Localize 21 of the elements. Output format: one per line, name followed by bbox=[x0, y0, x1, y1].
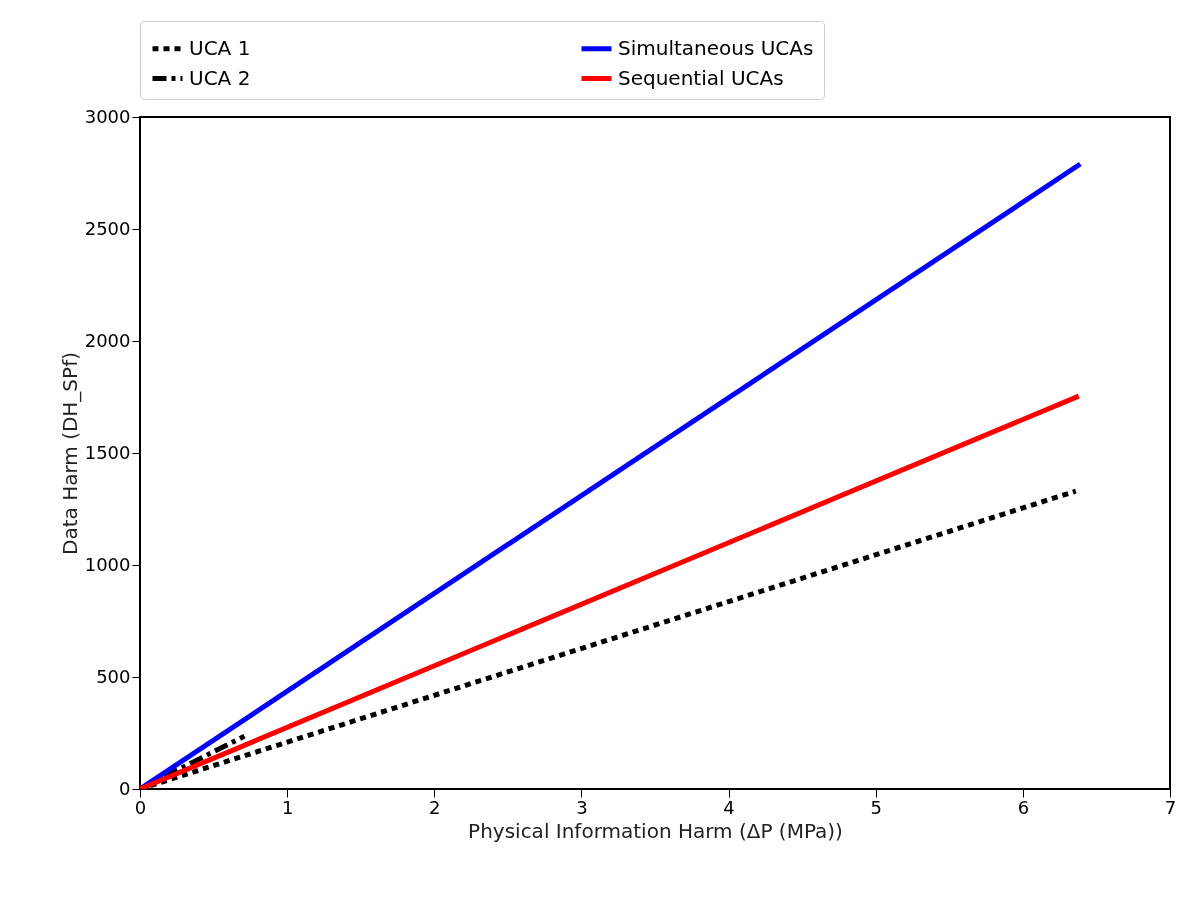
y-tick-label: 2000 bbox=[84, 329, 131, 351]
y-tick-label: 3000 bbox=[84, 105, 131, 127]
y-tick-label: 1000 bbox=[84, 553, 131, 575]
y-tick-label: 2500 bbox=[84, 217, 131, 239]
legend-label: Simultaneous UCAs bbox=[618, 35, 814, 60]
x-tick-label: 6 bbox=[1017, 796, 1030, 818]
x-tick-label: 5 bbox=[870, 796, 882, 818]
x-tick-label: 0 bbox=[134, 796, 147, 818]
legend-label: UCA 1 bbox=[189, 35, 251, 60]
legend-label: UCA 2 bbox=[189, 65, 251, 90]
y-tick-label: 0 bbox=[119, 777, 131, 799]
x-tick-label: 7 bbox=[1164, 796, 1177, 818]
y-tick-label: 500 bbox=[96, 665, 131, 687]
x-axis-title: Physical Information Harm (ΔP (MPa)) bbox=[468, 818, 843, 843]
y-tick-label: 1500 bbox=[84, 441, 131, 463]
x-tick-label: 3 bbox=[576, 796, 588, 818]
x-tick-label: 4 bbox=[723, 796, 735, 818]
x-tick-label: 2 bbox=[429, 796, 441, 818]
x-tick-label: 1 bbox=[281, 796, 294, 818]
legend-label: Sequential UCAs bbox=[618, 65, 784, 90]
y-axis-title: Data Harm (DH_SPf) bbox=[57, 352, 82, 555]
